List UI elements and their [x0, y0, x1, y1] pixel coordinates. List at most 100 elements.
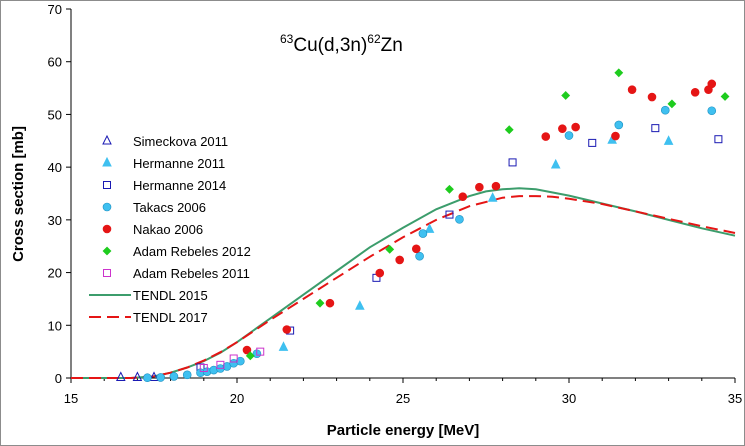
x-tick-label: 20: [230, 391, 244, 406]
legend-marker-adam-rebeles-2012: [102, 246, 112, 256]
y-tick-label: 20: [48, 266, 62, 281]
point-takacs-2006: [660, 105, 670, 115]
point-takacs-2006: [415, 251, 424, 261]
point-hermanne-2011: [424, 223, 435, 233]
point-nakao-2006: [411, 244, 421, 254]
legend-marker-adam-rebeles-2011: [103, 269, 111, 277]
legend-marker-hermanne-2014: [103, 181, 111, 189]
point-adam-rebeles-2012: [720, 92, 730, 101]
point-adam-rebeles-2012: [504, 125, 514, 135]
legend-marker-takacs-2006: [102, 202, 112, 212]
point-adam-rebeles-2012: [667, 99, 677, 109]
point-nakao-2006: [611, 131, 620, 141]
point-takacs-2006: [169, 372, 179, 381]
y-tick-label: 50: [48, 107, 62, 122]
x-tick-label: 30: [562, 391, 576, 406]
chart-title: 63Cu(d,3n)62Zn: [280, 32, 403, 56]
legend-label-adam-rebeles-2012: Adam Rebeles 2012: [133, 244, 251, 259]
point-nakao-2006: [458, 192, 468, 201]
point-adam-rebeles-2012: [385, 244, 395, 254]
title-superscript-product: 62: [367, 32, 381, 46]
legend-label-hermanne-2014: Hermanne 2014: [133, 178, 226, 193]
legend-label-tendl-2017: TENDL 2017: [133, 310, 208, 325]
point-hermanne-2014: [588, 138, 597, 147]
point-takacs-2006: [418, 229, 428, 238]
point-simeckova-2011: [149, 371, 159, 381]
legend-marker-simeckova-2011: [102, 134, 112, 145]
point-nakao-2006: [242, 345, 252, 355]
y-tick-label: 0: [55, 371, 62, 386]
point-nakao-2006: [558, 124, 567, 133]
point-hermanne-2014: [651, 124, 660, 133]
legend-label-takacs-2006: Takacs 2006: [133, 200, 206, 215]
legend-label-tendl-2015: TENDL 2015: [133, 288, 208, 303]
curve-tendl-2015: [71, 187, 736, 379]
x-tick-label: 35: [728, 391, 742, 406]
point-hermanne-2011: [355, 300, 365, 310]
legend-label-simeckova-2011: Simeckova 2011: [133, 134, 228, 149]
point-adam-rebeles-2011: [216, 360, 225, 369]
y-axis-title: Cross section [mb]: [10, 126, 27, 262]
title-reaction: Cu(d,3n): [293, 35, 367, 56]
point-nakao-2006: [475, 182, 484, 192]
point-takacs-2006: [707, 106, 717, 116]
point-takacs-2006: [236, 356, 245, 366]
point-hermanne-2011: [663, 135, 674, 145]
point-takacs-2006: [614, 120, 624, 130]
point-hermanne-2014: [508, 158, 517, 167]
data-markers: [115, 68, 730, 383]
point-hermanne-2014: [714, 135, 723, 144]
x-tick-label: 15: [64, 391, 78, 406]
point-takacs-2006: [455, 215, 464, 224]
x-axis-title: Particle energy [MeV]: [327, 422, 480, 439]
point-takacs-2006: [182, 370, 192, 380]
curve-tendl-2017: [71, 195, 736, 379]
point-nakao-2006: [627, 85, 637, 94]
title-superscript-target: 63: [280, 32, 294, 46]
legend-label-hermanne-2011: Hermanne 2011: [133, 156, 225, 171]
legend: Simeckova 2011 Hermanne 2011 Hermanne 2014…: [89, 134, 251, 325]
point-hermanne-2011: [278, 341, 289, 351]
point-hermanne-2011: [487, 192, 498, 202]
legend-label-adam-rebeles-2011: Adam Rebeles 2011: [133, 266, 250, 281]
axes: 0 10 20 30 40 50 60 70 15 20 25 30 35: [48, 2, 743, 406]
point-nakao-2006: [282, 325, 292, 334]
title-product: Zn: [381, 35, 403, 56]
legend-label-nakao-2006: Nakao 2006: [133, 222, 203, 237]
y-tick-label: 40: [48, 160, 62, 175]
point-adam-rebeles-2011: [199, 363, 208, 372]
point-hermanne-2011: [550, 158, 561, 169]
point-adam-rebeles-2012: [561, 91, 571, 100]
point-nakao-2006: [375, 268, 385, 278]
point-takacs-2006: [564, 131, 574, 140]
point-adam-rebeles-2012: [245, 351, 255, 361]
point-adam-rebeles-2012: [315, 298, 325, 308]
point-nakao-2006: [541, 132, 551, 141]
x-tick-label: 25: [396, 391, 410, 406]
point-simeckova-2011: [132, 371, 143, 381]
point-nakao-2006: [707, 79, 717, 89]
point-nakao-2006: [491, 181, 501, 191]
y-tick-label: 10: [48, 318, 62, 333]
point-nakao-2006: [325, 298, 335, 308]
point-adam-rebeles-2011: [256, 347, 265, 356]
legend-marker-hermanne-2011: [102, 156, 112, 167]
point-nakao-2006: [690, 87, 700, 97]
point-nakao-2006: [647, 92, 657, 102]
point-adam-rebeles-2012: [445, 184, 454, 194]
point-hermanne-2014: [445, 210, 454, 219]
point-adam-rebeles-2012: [614, 68, 624, 78]
legend-marker-nakao-2006: [102, 224, 112, 234]
point-simeckova-2011: [115, 371, 126, 381]
y-tick-label: 70: [48, 2, 62, 17]
point-takacs-2006: [156, 373, 165, 382]
y-tick-label: 60: [48, 55, 62, 70]
point-nakao-2006: [395, 255, 404, 265]
y-tick-label: 30: [48, 213, 62, 228]
point-nakao-2006: [571, 122, 580, 132]
point-adam-rebeles-2011: [229, 354, 238, 363]
model-curves: [71, 187, 736, 379]
point-takacs-2006: [143, 373, 152, 383]
